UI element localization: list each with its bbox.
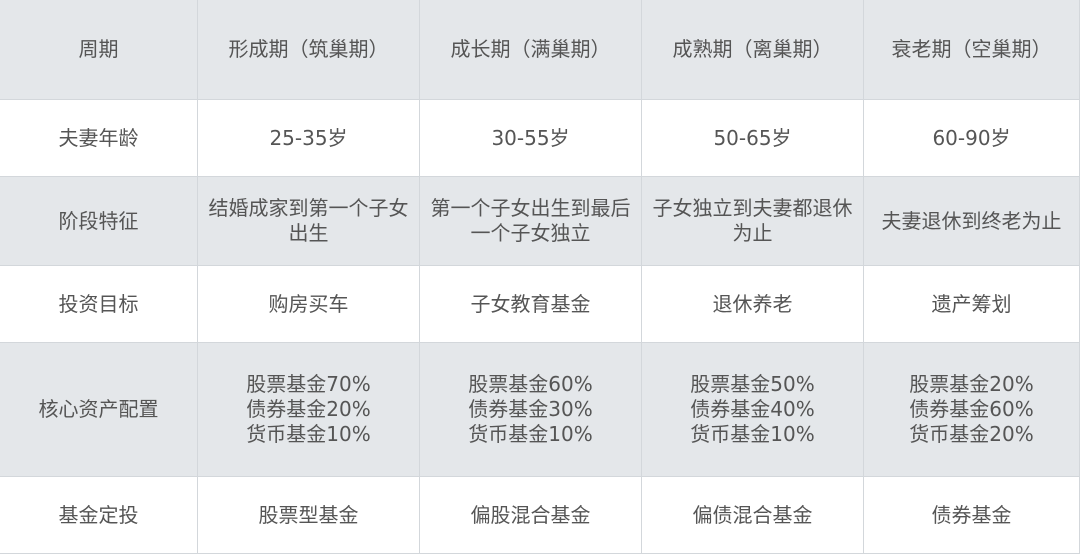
cell-line: 货币基金20% [909, 422, 1034, 446]
table-cell: 股票基金70% 债券基金20% 货币基金10% [198, 343, 420, 477]
table-cell: 股票基金60% 债券基金30% 货币基金10% [420, 343, 642, 477]
row-label: 夫妻年龄 [0, 100, 198, 177]
table-cell: 60-90岁 [864, 100, 1080, 177]
header-cell: 周期 [0, 0, 198, 100]
table-cell: 购房买车 [198, 266, 420, 343]
header-cell: 成长期（满巢期） [420, 0, 642, 100]
cell-line: 货币基金10% [690, 422, 815, 446]
table-cell: 50-65岁 [642, 100, 864, 177]
cell-line: 货币基金10% [246, 422, 371, 446]
row-label: 阶段特征 [0, 177, 198, 266]
cell-line: 股票基金20% [909, 372, 1034, 396]
cell-line: 货币基金10% [468, 422, 593, 446]
table-cell: 股票型基金 [198, 477, 420, 554]
table-cell: 偏股混合基金 [420, 477, 642, 554]
table-cell: 子女教育基金 [420, 266, 642, 343]
table-cell: 股票基金50% 债券基金40% 货币基金10% [642, 343, 864, 477]
header-cell: 形成期（筑巢期） [198, 0, 420, 100]
row-label: 核心资产配置 [0, 343, 198, 477]
table-cell: 退休养老 [642, 266, 864, 343]
cell-line: 债券基金40% [690, 397, 815, 421]
row-label: 基金定投 [0, 477, 198, 554]
table-cell: 债券基金 [864, 477, 1080, 554]
table-cell: 第一个子女出生到最后一个子女独立 [420, 177, 642, 266]
header-cell: 衰老期（空巢期） [864, 0, 1080, 100]
table-cell: 子女独立到夫妻都退休为止 [642, 177, 864, 266]
cell-line: 股票基金70% [246, 372, 371, 396]
table-cell: 30-55岁 [420, 100, 642, 177]
row-label: 投资目标 [0, 266, 198, 343]
table-cell: 股票基金20% 债券基金60% 货币基金20% [864, 343, 1080, 477]
table-cell: 夫妻退休到终老为止 [864, 177, 1080, 266]
table-cell: 结婚成家到第一个子女出生 [198, 177, 420, 266]
table-cell: 25-35岁 [198, 100, 420, 177]
table-cell: 偏债混合基金 [642, 477, 864, 554]
cell-line: 股票基金60% [468, 372, 593, 396]
cell-line: 股票基金50% [690, 372, 815, 396]
table-cell: 遗产筹划 [864, 266, 1080, 343]
cell-line: 债券基金30% [468, 397, 593, 421]
cell-line: 债券基金60% [909, 397, 1034, 421]
header-cell: 成熟期（离巢期） [642, 0, 864, 100]
cell-line: 债券基金20% [246, 397, 371, 421]
